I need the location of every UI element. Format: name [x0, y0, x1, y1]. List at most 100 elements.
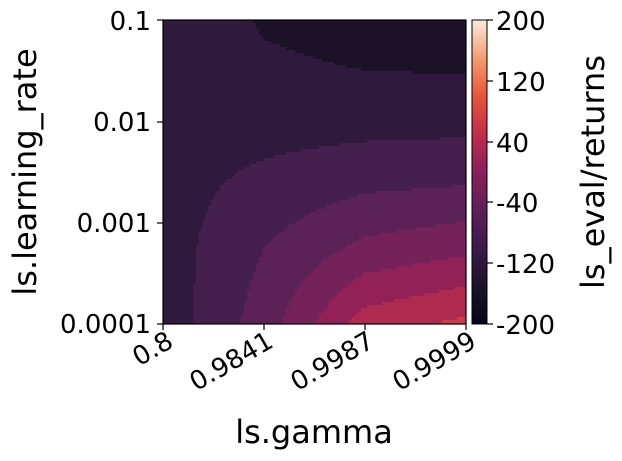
contour-cell [283, 146, 287, 150]
contour-cell [178, 134, 182, 138]
contour-cell [445, 62, 449, 66]
contour-cell [277, 122, 281, 126]
contour-cell [313, 65, 317, 69]
contour-cell [394, 29, 398, 33]
contour-cell [367, 20, 371, 24]
contour-cell [385, 86, 389, 90]
contour-cell [235, 119, 239, 123]
contour-cell [187, 83, 191, 87]
contour-cell [373, 65, 377, 69]
contour-cell [220, 116, 224, 120]
contour-cell [208, 119, 212, 123]
contour-cell [163, 107, 167, 111]
contour-cell [250, 35, 254, 39]
contour-cell [295, 20, 299, 24]
contour-cell [235, 86, 239, 90]
contour-cell [460, 65, 464, 69]
contour-cell [217, 104, 221, 108]
contour-cell [388, 53, 392, 57]
contour-cell [400, 29, 404, 33]
contour-cell [250, 110, 254, 114]
contour-cell [289, 164, 293, 168]
contour-cell [238, 86, 242, 90]
contour-cell [217, 128, 221, 132]
contour-cell [364, 92, 368, 96]
contour-cell [193, 140, 197, 144]
contour-cell [262, 98, 266, 102]
contour-cell [334, 56, 338, 60]
contour-cell [436, 113, 440, 117]
contour-cell [451, 23, 455, 27]
contour-cell [259, 119, 263, 123]
contour-cell [172, 77, 176, 81]
contour-cell [262, 86, 266, 90]
contour-cell [217, 47, 221, 51]
contour-cell [325, 119, 329, 123]
contour-cell [382, 26, 386, 30]
contour-cell [178, 122, 182, 126]
contour-cell [370, 104, 374, 108]
contour-cell [298, 53, 302, 57]
contour-cell [379, 152, 383, 156]
contour-cell [370, 134, 374, 138]
contour-cell [463, 59, 466, 63]
contour-cell [409, 95, 413, 99]
contour-cell [355, 23, 359, 27]
contour-cell [175, 41, 179, 45]
contour-cell [265, 107, 269, 111]
contour-cell [325, 155, 329, 159]
contour-cell [439, 77, 443, 81]
contour-cell [247, 20, 251, 24]
contour-cell [373, 41, 377, 45]
contour-cell [400, 128, 404, 132]
contour-cell [436, 152, 440, 156]
contour-cell [175, 125, 179, 129]
contour-cell [418, 20, 422, 24]
contour-cell [355, 122, 359, 126]
contour-cell [271, 140, 275, 144]
contour-cell [373, 20, 377, 24]
contour-cell [187, 116, 191, 120]
contour-cell [202, 83, 206, 87]
contour-cell [265, 47, 269, 51]
contour-cell [421, 140, 425, 144]
contour-cell [238, 32, 242, 36]
contour-cell [304, 149, 308, 153]
contour-cell [253, 122, 257, 126]
contour-cell [205, 41, 209, 45]
contour-cell [199, 29, 203, 33]
contour-cell [244, 35, 248, 39]
contour-cell [220, 140, 224, 144]
contour-cell [274, 62, 278, 66]
contour-cell [205, 23, 209, 27]
contour-cell [271, 125, 275, 129]
contour-cell [193, 41, 197, 45]
contour-cell [316, 164, 320, 168]
contour-cell [361, 23, 365, 27]
contour-cell [430, 122, 434, 126]
contour-cell [451, 146, 455, 150]
contour-cell [253, 74, 257, 78]
contour-cell [292, 80, 296, 84]
contour-cell [205, 56, 209, 60]
contour-cell [448, 56, 452, 60]
contour-cell [277, 23, 281, 27]
contour-cell [169, 68, 173, 72]
contour-cell [310, 155, 314, 159]
contour-cell [316, 62, 320, 66]
contour-cell [217, 86, 221, 90]
contour-cell [190, 92, 194, 96]
contour-cell [289, 98, 293, 102]
contour-cell [355, 56, 359, 60]
contour-cell [172, 152, 176, 156]
contour-cell [442, 101, 446, 105]
contour-cell [283, 80, 287, 84]
contour-cell [220, 104, 224, 108]
contour-cell [328, 80, 332, 84]
contour-cell [337, 80, 341, 84]
contour-cell [325, 104, 329, 108]
contour-cell [406, 65, 410, 69]
contour-cell [169, 137, 173, 141]
contour-cell [259, 26, 263, 30]
contour-cell [322, 122, 326, 126]
